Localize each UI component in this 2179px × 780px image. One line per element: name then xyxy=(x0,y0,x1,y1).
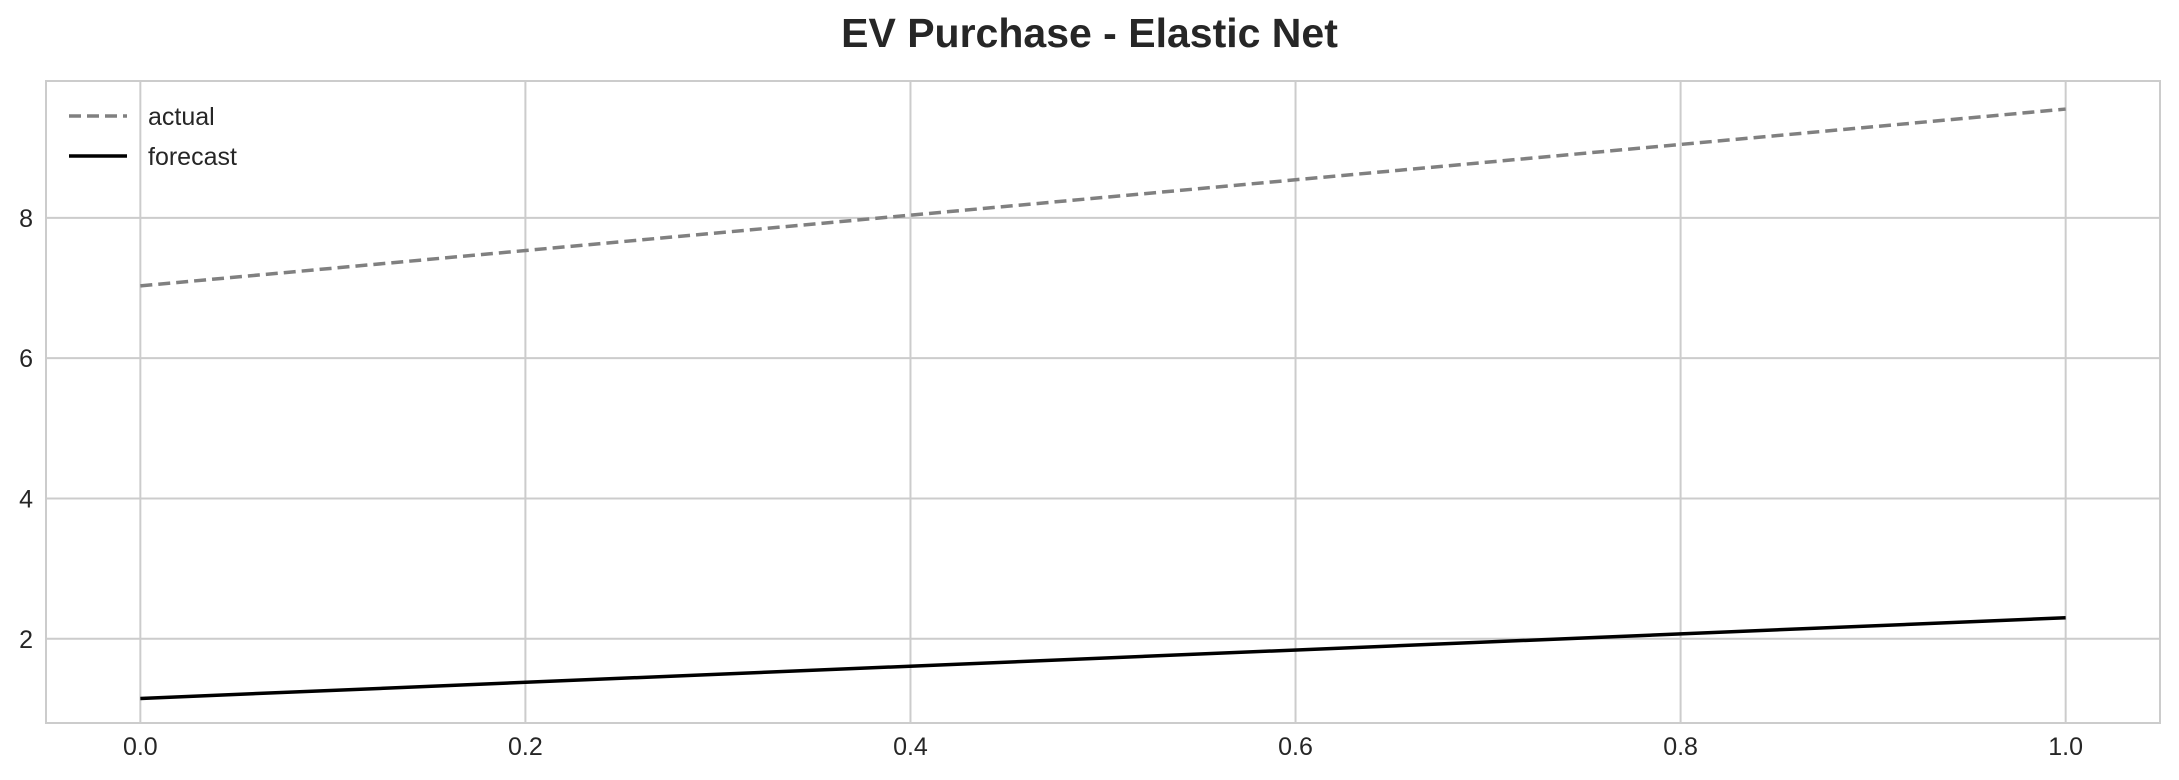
x-tick-label: 0.0 xyxy=(123,733,158,761)
y-tick-label: 2 xyxy=(19,626,33,654)
axis-ticks: 0.0 0.2 0.4 0.6 0.8 1.0 2 4 6 8 xyxy=(19,205,2083,761)
plot-frame xyxy=(45,80,2161,724)
legend-label-forecast: forecast xyxy=(148,143,237,171)
y-tick-label: 4 xyxy=(19,485,33,513)
legend-label-actual: actual xyxy=(148,103,215,131)
x-tick-label: 0.8 xyxy=(1663,733,1698,761)
series xyxy=(140,107,2066,701)
x-tick-label: 0.4 xyxy=(893,733,928,761)
grid xyxy=(46,81,2160,723)
series-line-actual xyxy=(140,107,2066,288)
y-tick-label: 8 xyxy=(19,205,33,233)
x-tick-label: 0.6 xyxy=(1278,733,1313,761)
chart-title: EV Purchase - Elastic Net xyxy=(841,10,1338,56)
legend: actual forecast xyxy=(69,103,237,171)
x-tick-label: 1.0 xyxy=(2048,733,2083,761)
series-line-forecast xyxy=(140,616,2066,701)
x-tick-label: 0.2 xyxy=(508,733,543,761)
y-tick-label: 6 xyxy=(19,345,33,373)
